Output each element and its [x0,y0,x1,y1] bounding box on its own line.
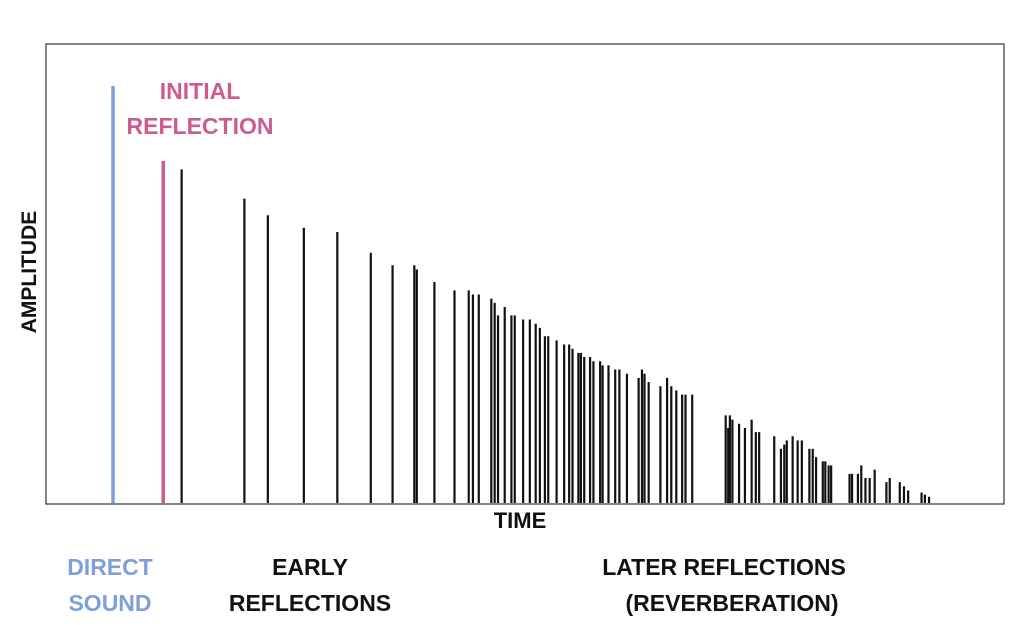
plot-frame [45,43,1005,505]
direct-sound-label-line1: DIRECT [67,554,153,580]
initial-reflection-label-line2: REFLECTION [127,113,274,139]
early-reflections-label-line2: REFLECTIONS [229,590,391,616]
later-reflections-label-line2: (REVERBERATION) [626,590,839,616]
later-reflections-label-line1: LATER REFLECTIONS [602,554,846,580]
y-axis-label: AMPLITUDE [18,211,41,334]
annotations-layer: INITIAL REFLECTION DIRECT SOUND EARLY RE… [67,78,846,616]
initial-reflection-label-line1: INITIAL [160,78,241,104]
direct-sound-label-line2: SOUND [68,590,151,616]
bars-layer [111,86,931,503]
x-axis-label: TIME [494,508,547,533]
early-reflections-label-line1: EARLY [272,554,348,580]
